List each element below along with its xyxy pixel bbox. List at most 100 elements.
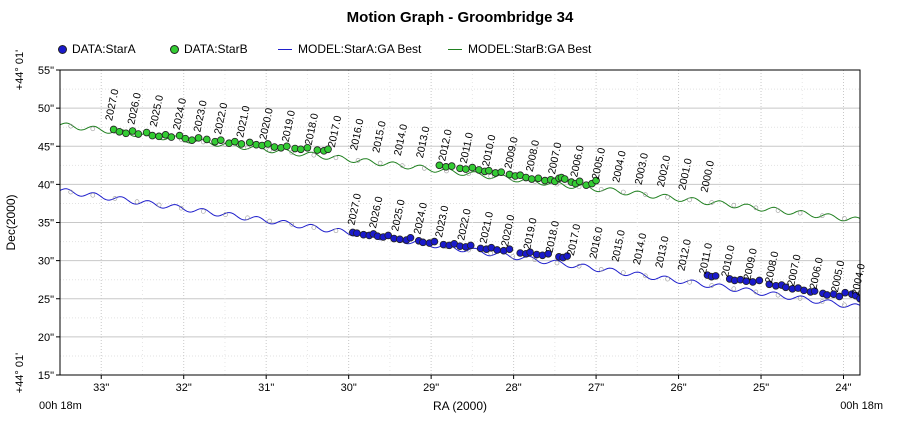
data-point-data-starb [297, 145, 305, 154]
year-annotation: 2024.0 [412, 201, 430, 235]
y-tick-label: 20" [38, 332, 54, 344]
year-annotation: 2009.0 [502, 136, 520, 170]
year-annotation: 2019.0 [521, 217, 539, 251]
model-year-marker [620, 270, 626, 275]
model-year-marker [620, 189, 626, 195]
y-tick-label: 35" [38, 218, 54, 230]
model-year-marker [355, 158, 361, 163]
year-annotation: 2025.0 [389, 198, 407, 232]
year-annotation: 2018.0 [303, 112, 321, 146]
model-year-marker [201, 209, 206, 214]
x-tick-label: 26" [670, 382, 686, 394]
y-tick-label: 50" [38, 103, 54, 115]
x-tick-label: 24" [835, 382, 851, 394]
year-annotation: 2005.0 [590, 146, 608, 180]
model-year-marker [289, 221, 295, 227]
x-tick-label: 33" [93, 382, 109, 394]
data-point-data-starb [592, 176, 600, 185]
year-annotation: 2027.0 [346, 192, 364, 226]
model-line-model-stara-ga-best [60, 188, 860, 308]
model-year-marker [731, 202, 737, 208]
year-annotation: 2011.0 [458, 131, 476, 164]
y-axis-base-label-top: +44° 01' [14, 50, 26, 90]
year-annotation: 2025.0 [148, 94, 166, 128]
model-year-marker [842, 216, 847, 221]
data-point-data-starb [245, 138, 254, 147]
data-point-data-starb [534, 174, 543, 183]
year-annotation: 2008.0 [524, 139, 542, 173]
model-year-marker [488, 173, 493, 179]
data-point-data-starb [194, 134, 203, 142]
model-year-marker [709, 200, 715, 205]
model-year-marker [554, 260, 560, 266]
model-year-marker [245, 215, 250, 221]
year-annotation: 2027.0 [103, 88, 121, 122]
model-year-marker [156, 202, 162, 208]
y-tick-label: 30" [38, 256, 54, 268]
data-point-data-stara [866, 297, 873, 304]
data-point-data-starb [575, 177, 584, 186]
plot-frame [59, 69, 861, 376]
year-annotation: 2006.0 [807, 256, 825, 290]
model-year-marker [842, 302, 847, 308]
year-annotation: 2017.0 [326, 114, 344, 148]
data-point-data-stara [526, 248, 534, 257]
y-tick-label: 40" [38, 179, 54, 191]
year-annotation: 2010.0 [480, 133, 498, 167]
data-point-data-starb [313, 146, 322, 154]
year-annotation: 2020.0 [257, 107, 275, 141]
data-point-data-starb [560, 175, 569, 183]
model-year-marker [399, 163, 405, 168]
model-year-marker [112, 196, 118, 201]
data-point-data-starb [461, 165, 470, 173]
data-point-data-starb [237, 140, 246, 148]
model-year-marker [598, 267, 604, 272]
chart-title: Motion Graph - Groombridge 34 [346, 9, 574, 26]
model-year-marker [753, 205, 759, 211]
data-point-data-stara [395, 235, 404, 244]
model-year-marker [422, 166, 427, 171]
year-annotation: 2017.0 [565, 223, 583, 257]
x-tick-label: 31" [258, 382, 274, 394]
y-axis-base-label-bottom: +44° 01' [14, 353, 26, 393]
legend-marker-stara [58, 45, 67, 54]
year-annotation: 2024.0 [171, 97, 189, 131]
x-axis-base-label-left: 00h 18m [39, 400, 82, 412]
data-point-data-starb [264, 140, 272, 148]
data-point-data-starb [527, 175, 536, 183]
data-point-data-stara [430, 237, 439, 246]
legend-line-model-stara [278, 49, 292, 50]
data-point-data-starb [142, 128, 151, 137]
year-annotation: 2021.0 [478, 211, 496, 245]
model-year-marker [333, 155, 339, 161]
year-annotation: 2015.0 [610, 229, 628, 263]
data-point-data-stara [810, 287, 819, 295]
data-point-data-starb [447, 162, 456, 170]
year-annotation: 2002.0 [655, 154, 673, 188]
model-year-marker [819, 213, 825, 219]
data-point-data-stara [711, 272, 720, 280]
year-annotation: 2016.0 [587, 226, 605, 260]
data-point-data-starb [148, 131, 157, 140]
model-year-marker [643, 192, 648, 197]
data-point-data-stara [419, 238, 427, 247]
data-point-data-starb [155, 132, 163, 141]
y-tick-label: 45" [38, 141, 54, 153]
data-point-data-starb [468, 163, 477, 172]
year-annotation: 2004.0 [850, 262, 868, 296]
data-point-data-starb [497, 168, 506, 176]
legend-label-stara: DATA:StarA [72, 42, 136, 56]
model-year-marker [377, 160, 383, 166]
x-tick-label: 27" [588, 382, 604, 394]
model-year-marker [775, 292, 781, 298]
y-axis-label: Dec(2000) [4, 194, 18, 250]
model-year-marker [289, 150, 295, 155]
model-year-marker [68, 123, 74, 129]
year-annotation: 2014.0 [392, 123, 410, 157]
x-axis-base-label-right: 00h 18m [840, 400, 883, 412]
model-year-marker [333, 228, 339, 234]
data-point-data-stara [353, 229, 361, 237]
data-point-data-starb [324, 145, 332, 154]
